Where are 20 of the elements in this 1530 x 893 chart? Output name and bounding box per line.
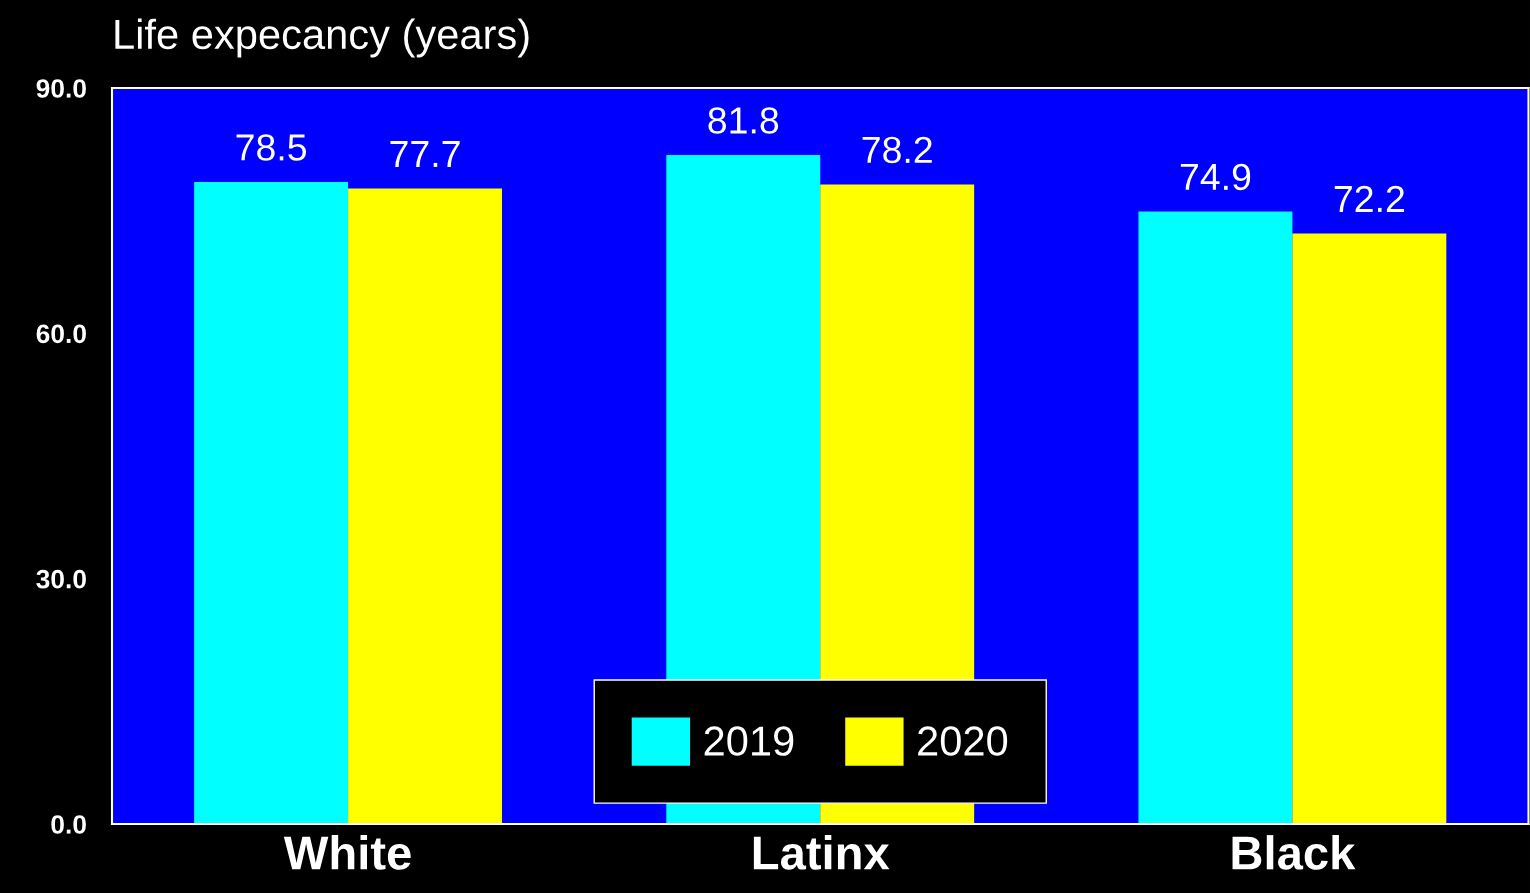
- bar: [348, 188, 502, 824]
- y-tick-label: 30.0: [36, 569, 86, 589]
- x-tick-label: Latinx: [753, 835, 890, 870]
- y-tick-label: 0.0: [51, 815, 86, 834]
- chart-title: Life expecancy (years): [115, 18, 529, 58]
- data-label: 81.8: [708, 107, 779, 134]
- y-tick-label: 60.0: [36, 324, 86, 344]
- data-label: 72.2: [1334, 185, 1404, 212]
- bar: [1138, 211, 1293, 824]
- bar: [194, 182, 349, 824]
- data-label: 77.7: [390, 141, 460, 167]
- legend-label: 2019: [704, 726, 794, 756]
- x-tick-label: White: [283, 835, 411, 870]
- data-label: 78.2: [862, 136, 932, 164]
- bar: [1292, 233, 1447, 824]
- data-label: 78.5: [236, 134, 307, 161]
- x-tick-label: Black: [1232, 835, 1356, 870]
- legend-label: 2020: [918, 726, 1008, 756]
- data-label: 74.9: [1180, 163, 1251, 191]
- y-tick-label: 90.0: [36, 79, 86, 98]
